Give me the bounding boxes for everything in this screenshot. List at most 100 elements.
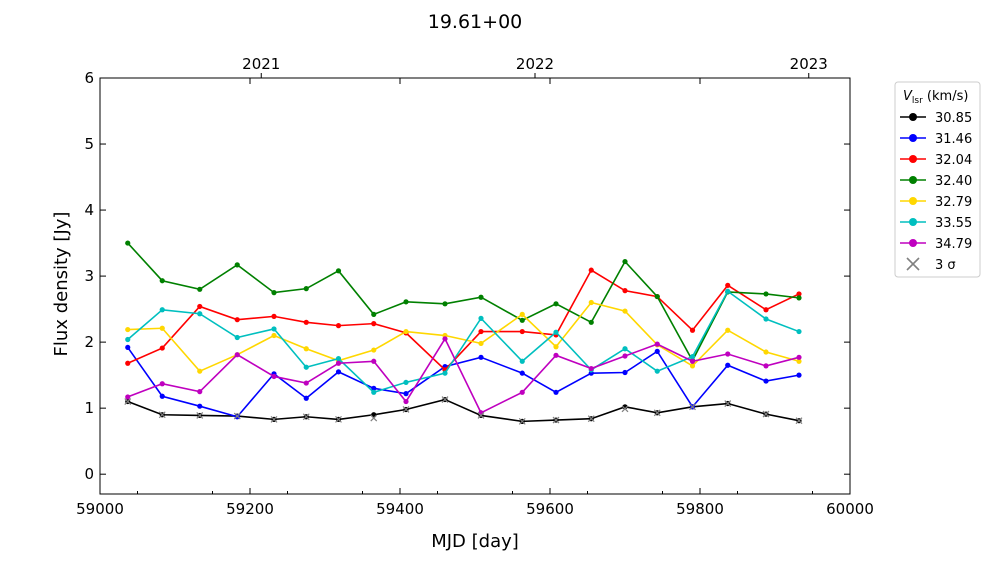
data-point: [303, 364, 309, 370]
sigma-marker: [158, 411, 166, 419]
data-point: [371, 347, 377, 353]
data-point: [763, 307, 769, 313]
data-point: [478, 315, 484, 321]
data-point: [689, 358, 696, 364]
sigma-marker: [270, 415, 278, 423]
data-point: [371, 385, 377, 391]
data-point: [159, 345, 165, 351]
sigma-marker: [518, 417, 526, 425]
sigma-marker: [552, 416, 560, 424]
data-point: [197, 368, 203, 374]
data-point: [478, 294, 484, 300]
chart-title: 19.61+00: [428, 11, 523, 33]
legend-title-unit: (km/s): [923, 89, 969, 104]
legend-label: 32.04: [935, 153, 972, 168]
data-point: [403, 398, 409, 405]
legend-entry: 32.79: [900, 195, 972, 210]
data-point: [689, 354, 696, 360]
data-point: [622, 353, 628, 359]
legend-label: 32.79: [935, 195, 972, 210]
data-point: [271, 332, 277, 339]
legend-entry: 34.79: [900, 237, 972, 252]
data-point: [371, 358, 377, 364]
data-point: [478, 340, 484, 347]
data-point: [335, 323, 342, 329]
data-point: [403, 379, 409, 386]
data-point: [371, 389, 377, 395]
data-point: [234, 262, 240, 268]
x-axis-label: MJD [day]: [431, 531, 519, 552]
legend-entry: 30.85: [900, 111, 972, 126]
legend: Vlsr (km/s) 30.85 31.46 32.04 32.40 32.79 33.…: [894, 81, 981, 278]
y-tick-label: 3: [84, 267, 94, 285]
data-point: [335, 369, 342, 375]
data-point: [519, 311, 525, 317]
data-point: [588, 319, 594, 325]
data-point: [689, 327, 696, 333]
data-point: [622, 369, 628, 376]
legend-box: [894, 81, 981, 278]
data-point: [234, 317, 240, 323]
y-tick-label: 2: [84, 333, 94, 351]
data-point: [725, 282, 731, 288]
data-point: [796, 354, 802, 360]
data-point: [796, 328, 802, 335]
data-point: [654, 348, 660, 354]
data-point: [371, 311, 377, 317]
y-tick-label: 6: [84, 69, 94, 87]
data-point: [478, 328, 484, 335]
data-point: [197, 303, 203, 310]
data-point: [271, 326, 277, 332]
data-point: [763, 291, 769, 297]
legend-entry-sigma: 3 σ: [906, 257, 956, 273]
year-tick-label: 2021: [242, 55, 280, 73]
data-point: [234, 334, 240, 341]
sigma-marker: [795, 417, 803, 425]
data-point: [271, 313, 277, 319]
legend-entry: 32.04: [900, 153, 972, 168]
data-point: [303, 380, 309, 386]
x-tick-label: 59400: [376, 500, 424, 518]
legend-label: 34.79: [935, 237, 972, 252]
data-point: [125, 394, 131, 400]
data-point: [622, 346, 628, 352]
legend-entry: 32.40: [900, 174, 972, 189]
x-tick-label: 59800: [676, 500, 724, 518]
data-point: [478, 354, 484, 360]
data-point: [159, 278, 165, 284]
data-point: [796, 372, 802, 378]
data-point: [519, 328, 525, 335]
data-point: [725, 327, 731, 333]
data-point: [335, 356, 342, 362]
data-point: [159, 381, 165, 387]
sigma-marker: [689, 403, 696, 411]
data-point: [125, 336, 131, 343]
data-point: [125, 240, 131, 246]
data-point: [271, 373, 277, 380]
data-point: [519, 358, 525, 364]
data-point: [519, 317, 525, 323]
data-point: [303, 319, 309, 325]
data-point: [403, 328, 409, 335]
series-32.04: [125, 267, 802, 373]
y-tick-label: 0: [84, 465, 94, 483]
sigma-marker: [196, 411, 204, 419]
sigma-marker: [233, 412, 241, 420]
data-point: [519, 370, 525, 376]
data-point: [553, 344, 559, 350]
sigma-marker: [302, 413, 310, 421]
data-point: [519, 389, 525, 395]
legend-label: 30.85: [935, 111, 972, 126]
data-point: [588, 267, 594, 273]
data-point: [442, 370, 448, 376]
data-point: [654, 293, 660, 300]
data-point: [442, 301, 448, 307]
data-point: [622, 288, 628, 294]
series-line: [127, 269, 800, 371]
data-point: [271, 290, 277, 296]
series-line: [127, 337, 800, 414]
sigma-marker: [724, 400, 732, 407]
data-point: [442, 336, 448, 342]
x-tick-label: 59600: [526, 500, 574, 518]
